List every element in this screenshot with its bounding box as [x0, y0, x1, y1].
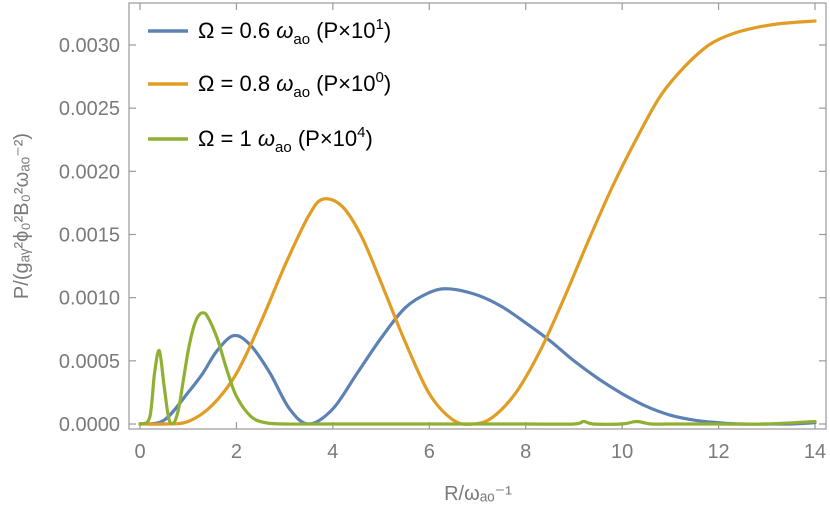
legend-part-post: (P×10 — [310, 71, 375, 96]
legend-part-omega: ω — [276, 71, 293, 96]
y-axis-title-text: P/(gₐᵧ²ϕ₀²B₀²ωₐₒ⁻²) — [11, 133, 33, 299]
y-tick-label: 0.0015 — [59, 225, 120, 247]
legend-entry-2: Ω = 1 ωao (P×104) — [198, 124, 373, 156]
legend: Ω = 0.6 ωao (P×101)Ω = 0.8 ωao (P×100)Ω … — [148, 16, 391, 156]
legend-part-close: ) — [384, 71, 391, 96]
x-tick-label: 10 — [611, 441, 633, 463]
legend-part-post: (P×10 — [292, 126, 357, 151]
legend-part-pre: Ω = 0.6 — [198, 18, 276, 43]
y-tick-label: 0.0000 — [59, 414, 120, 436]
y-tick-label: 0.0025 — [59, 98, 120, 120]
y-tick-label: 0.0010 — [59, 288, 120, 310]
legend-entry-0: Ω = 0.6 ωao (P×101) — [198, 16, 391, 48]
y-tick-label: 0.0030 — [59, 35, 120, 57]
legend-part-close: ) — [365, 126, 372, 151]
legend-part-sub: ao — [293, 31, 310, 48]
axis-ticks: 0 2 4 6 8 10 12 140.00000.00050.00100.00150.002… — [59, 3, 826, 463]
legend-part-post: (P×10 — [310, 18, 375, 43]
legend-part-pre: Ω = 0.8 — [198, 71, 276, 96]
x-axis-title-text: R/ωₐₒ⁻¹ — [444, 483, 512, 505]
x-tick-label: 8 — [520, 441, 531, 463]
x-tick-label: 2 — [231, 441, 242, 463]
x-axis-title: R/ωₐₒ⁻¹ — [444, 483, 512, 505]
legend-part-sup: 4 — [357, 124, 365, 141]
series-lines — [138, 19, 817, 426]
legend-entry-1: Ω = 0.8 ωao (P×100) — [198, 69, 391, 101]
x-tick-label: 14 — [804, 441, 826, 463]
legend-part-sup: 0 — [375, 69, 383, 86]
legend-part-sub: ao — [275, 139, 292, 156]
legend-part-sup: 1 — [375, 16, 383, 33]
x-tick-label: 4 — [327, 441, 338, 463]
legend-part-omega: ω — [276, 18, 293, 43]
y-tick-label: 0.0005 — [59, 351, 120, 373]
series-line-2 — [138, 311, 817, 426]
legend-part-sub: ao — [293, 84, 310, 101]
y-tick-label: 0.0020 — [59, 161, 120, 183]
legend-part-pre: Ω = 1 — [198, 126, 258, 151]
series-line-0 — [138, 287, 817, 426]
x-tick-label: 6 — [424, 441, 435, 463]
y-axis-title: P/(gₐᵧ²ϕ₀²B₀²ωₐₒ⁻²) — [11, 133, 33, 299]
legend-part-close: ) — [384, 18, 391, 43]
plot-frame — [128, 2, 827, 430]
x-tick-label: 0 — [134, 441, 145, 463]
legend-part-omega: ω — [258, 126, 275, 151]
x-tick-label: 12 — [707, 441, 729, 463]
